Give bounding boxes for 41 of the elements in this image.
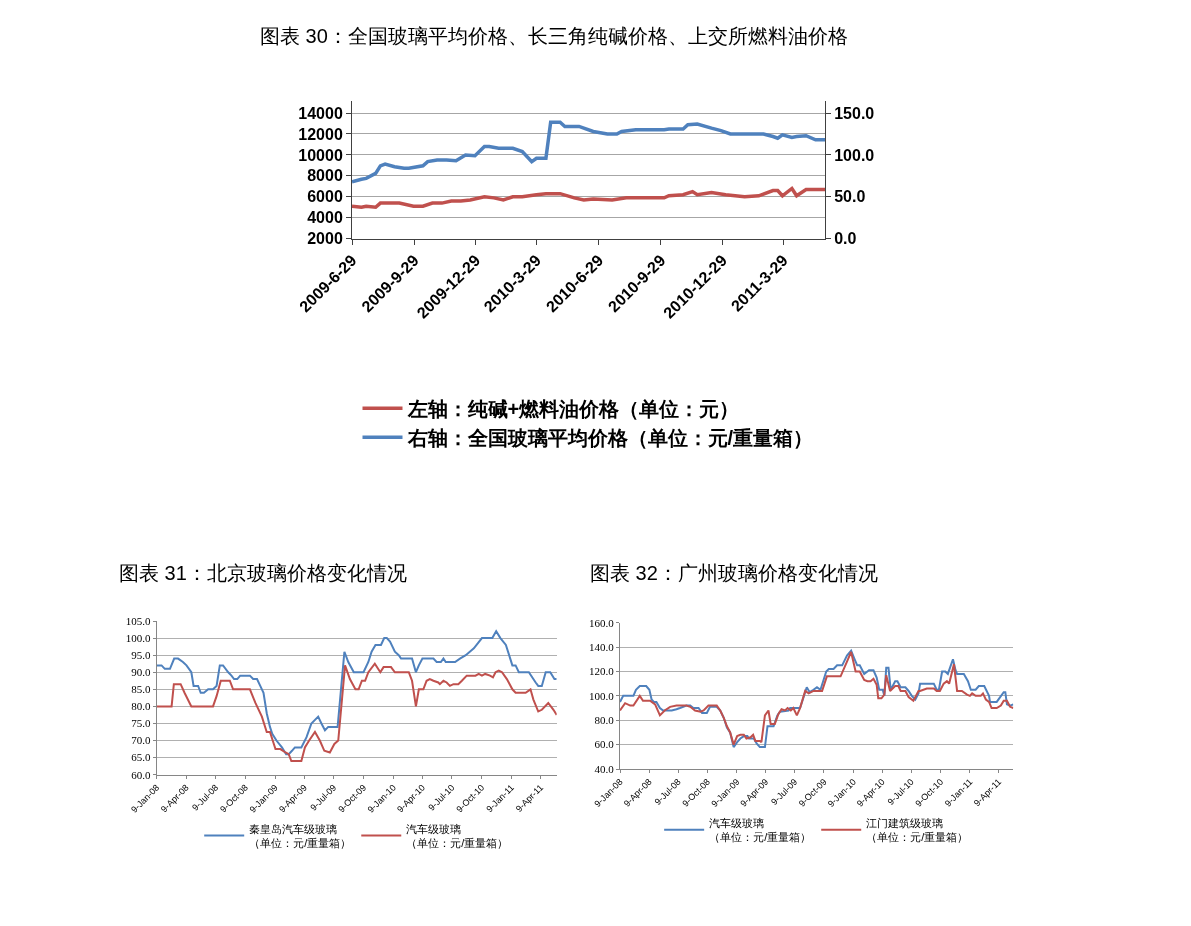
y-tick-label: 160.0 xyxy=(589,616,615,629)
y-tick-label: 65.0 xyxy=(131,751,151,764)
y-tick-label: 80.0 xyxy=(594,714,615,727)
y-tick-label: 120.0 xyxy=(589,665,615,678)
line-series xyxy=(156,662,557,763)
chart-title: 图表 30：全国玻璃平均价格、长三角纯碱价格、上交所燃料油价格 xyxy=(260,25,848,47)
y2-tick-label: 150.0 xyxy=(834,104,875,122)
y-tick-label: 105.0 xyxy=(125,614,151,627)
chart-title: 图表 32：广州玻璃价格变化情况 xyxy=(590,562,878,584)
chart-title: 图表 31：北京玻璃价格变化情况 xyxy=(119,562,407,584)
y2-tick-label: 100.0 xyxy=(834,146,875,164)
legend-label: 左轴：纯碱+燃料油价格（单位：元） xyxy=(406,398,740,420)
y-tick-label: 60.0 xyxy=(594,738,615,751)
y-tick-label: 60.0 xyxy=(131,768,151,781)
y-tick-label: 95.0 xyxy=(131,649,151,662)
y-tick-label: 14000 xyxy=(298,104,343,122)
legend-label: 汽车级玻璃（单位：元/重量箱） xyxy=(406,822,509,849)
line-series xyxy=(352,120,825,184)
y-tick-label: 6000 xyxy=(307,188,343,206)
line-series xyxy=(352,186,825,210)
y-tick-label: 2000 xyxy=(307,230,343,248)
legend-label: 汽车级玻璃（单位：元/重量箱） xyxy=(709,816,812,844)
y2-tick-label: 0.0 xyxy=(834,230,857,248)
y-tick-label: 10000 xyxy=(298,146,343,164)
y-tick-label: 4000 xyxy=(307,209,343,227)
y-tick-label: 100.0 xyxy=(125,631,151,644)
legend-label: 江门建筑级玻璃（单位：元/重量箱） xyxy=(866,816,969,844)
y-tick-label: 75.0 xyxy=(131,717,151,730)
line-series xyxy=(156,630,557,756)
y-tick-label: 85.0 xyxy=(131,683,151,696)
y-tick-label: 80.0 xyxy=(131,700,151,713)
legend-label: 右轴：全国玻璃平均价格（单位：元/重量箱） xyxy=(406,427,814,449)
y2-tick-label: 50.0 xyxy=(834,188,866,206)
y-tick-label: 90.0 xyxy=(131,666,151,679)
y-tick-label: 140.0 xyxy=(589,640,615,653)
y-tick-label: 40.0 xyxy=(594,762,615,775)
y-tick-label: 70.0 xyxy=(131,734,151,747)
y-tick-label: 100.0 xyxy=(589,689,615,702)
legend-label: 秦皇岛汽车级玻璃（单位：元/重量箱） xyxy=(249,822,352,849)
y-tick-label: 8000 xyxy=(307,167,343,185)
y-tick-label: 12000 xyxy=(298,125,343,143)
